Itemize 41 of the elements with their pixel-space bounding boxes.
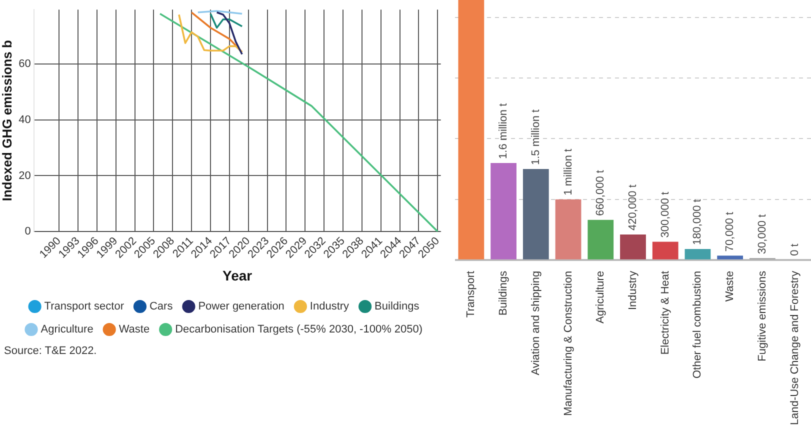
x-tick-label: Manufacturing & Construction [562, 270, 574, 416]
y-tick-label: 0 [24, 226, 31, 238]
x-axis-title: Year [222, 267, 253, 284]
data-label: 1.5 million t [530, 109, 542, 166]
source-note: Source: T&E 2022. [4, 345, 98, 357]
x-tick-label: Agriculture [594, 270, 607, 324]
bar [588, 220, 614, 260]
y-tick-label: 40 [18, 114, 31, 126]
bar [717, 256, 744, 260]
x-tick-label: Land-Use Change and Forestry [788, 270, 801, 426]
legend-label: Cars [149, 300, 174, 313]
x-tick-label: Waste [724, 270, 736, 302]
data-label: 70,000 t [724, 212, 736, 252]
data-label: 0 t [788, 244, 801, 256]
legend-label: Decarbonisation Targets (-55% 2030, -100% 2050) [175, 324, 423, 336]
y-tick-label: 20 [18, 170, 31, 182]
y-tick-label: 60 [18, 58, 31, 70]
data-label: 300,000 t [659, 192, 672, 238]
data-label: 1 million t [562, 148, 574, 196]
x-tick-label: Other fuel combustion [692, 270, 704, 379]
data-label: 1.6 million t [498, 103, 510, 159]
bar [620, 234, 646, 260]
data-label: 30,000 t [756, 214, 768, 254]
x-tick-label: Transport [465, 270, 478, 318]
x-tick-label: Buildings [498, 270, 510, 316]
bar [555, 199, 582, 260]
x-tick-label: Aviation and shipping [530, 270, 542, 376]
legend-label: Transport sector [44, 300, 124, 313]
bar [490, 162, 516, 260]
x-tick-label: Fugitive emissions [756, 270, 768, 362]
x-tick-label: Industry [627, 270, 640, 310]
data-label: 420,000 t [627, 184, 640, 230]
bar [684, 249, 711, 260]
bar [458, 0, 484, 260]
data-label: 180,000 t [692, 199, 704, 246]
bar [652, 242, 678, 260]
data-label: 660,000 t [594, 170, 607, 216]
bar [522, 169, 549, 260]
x-tick-label: Electricity & Heat [659, 270, 672, 355]
legend-label: Power generation [198, 300, 284, 313]
y-axis-title: Indexed GHG emissions b [0, 40, 14, 202]
